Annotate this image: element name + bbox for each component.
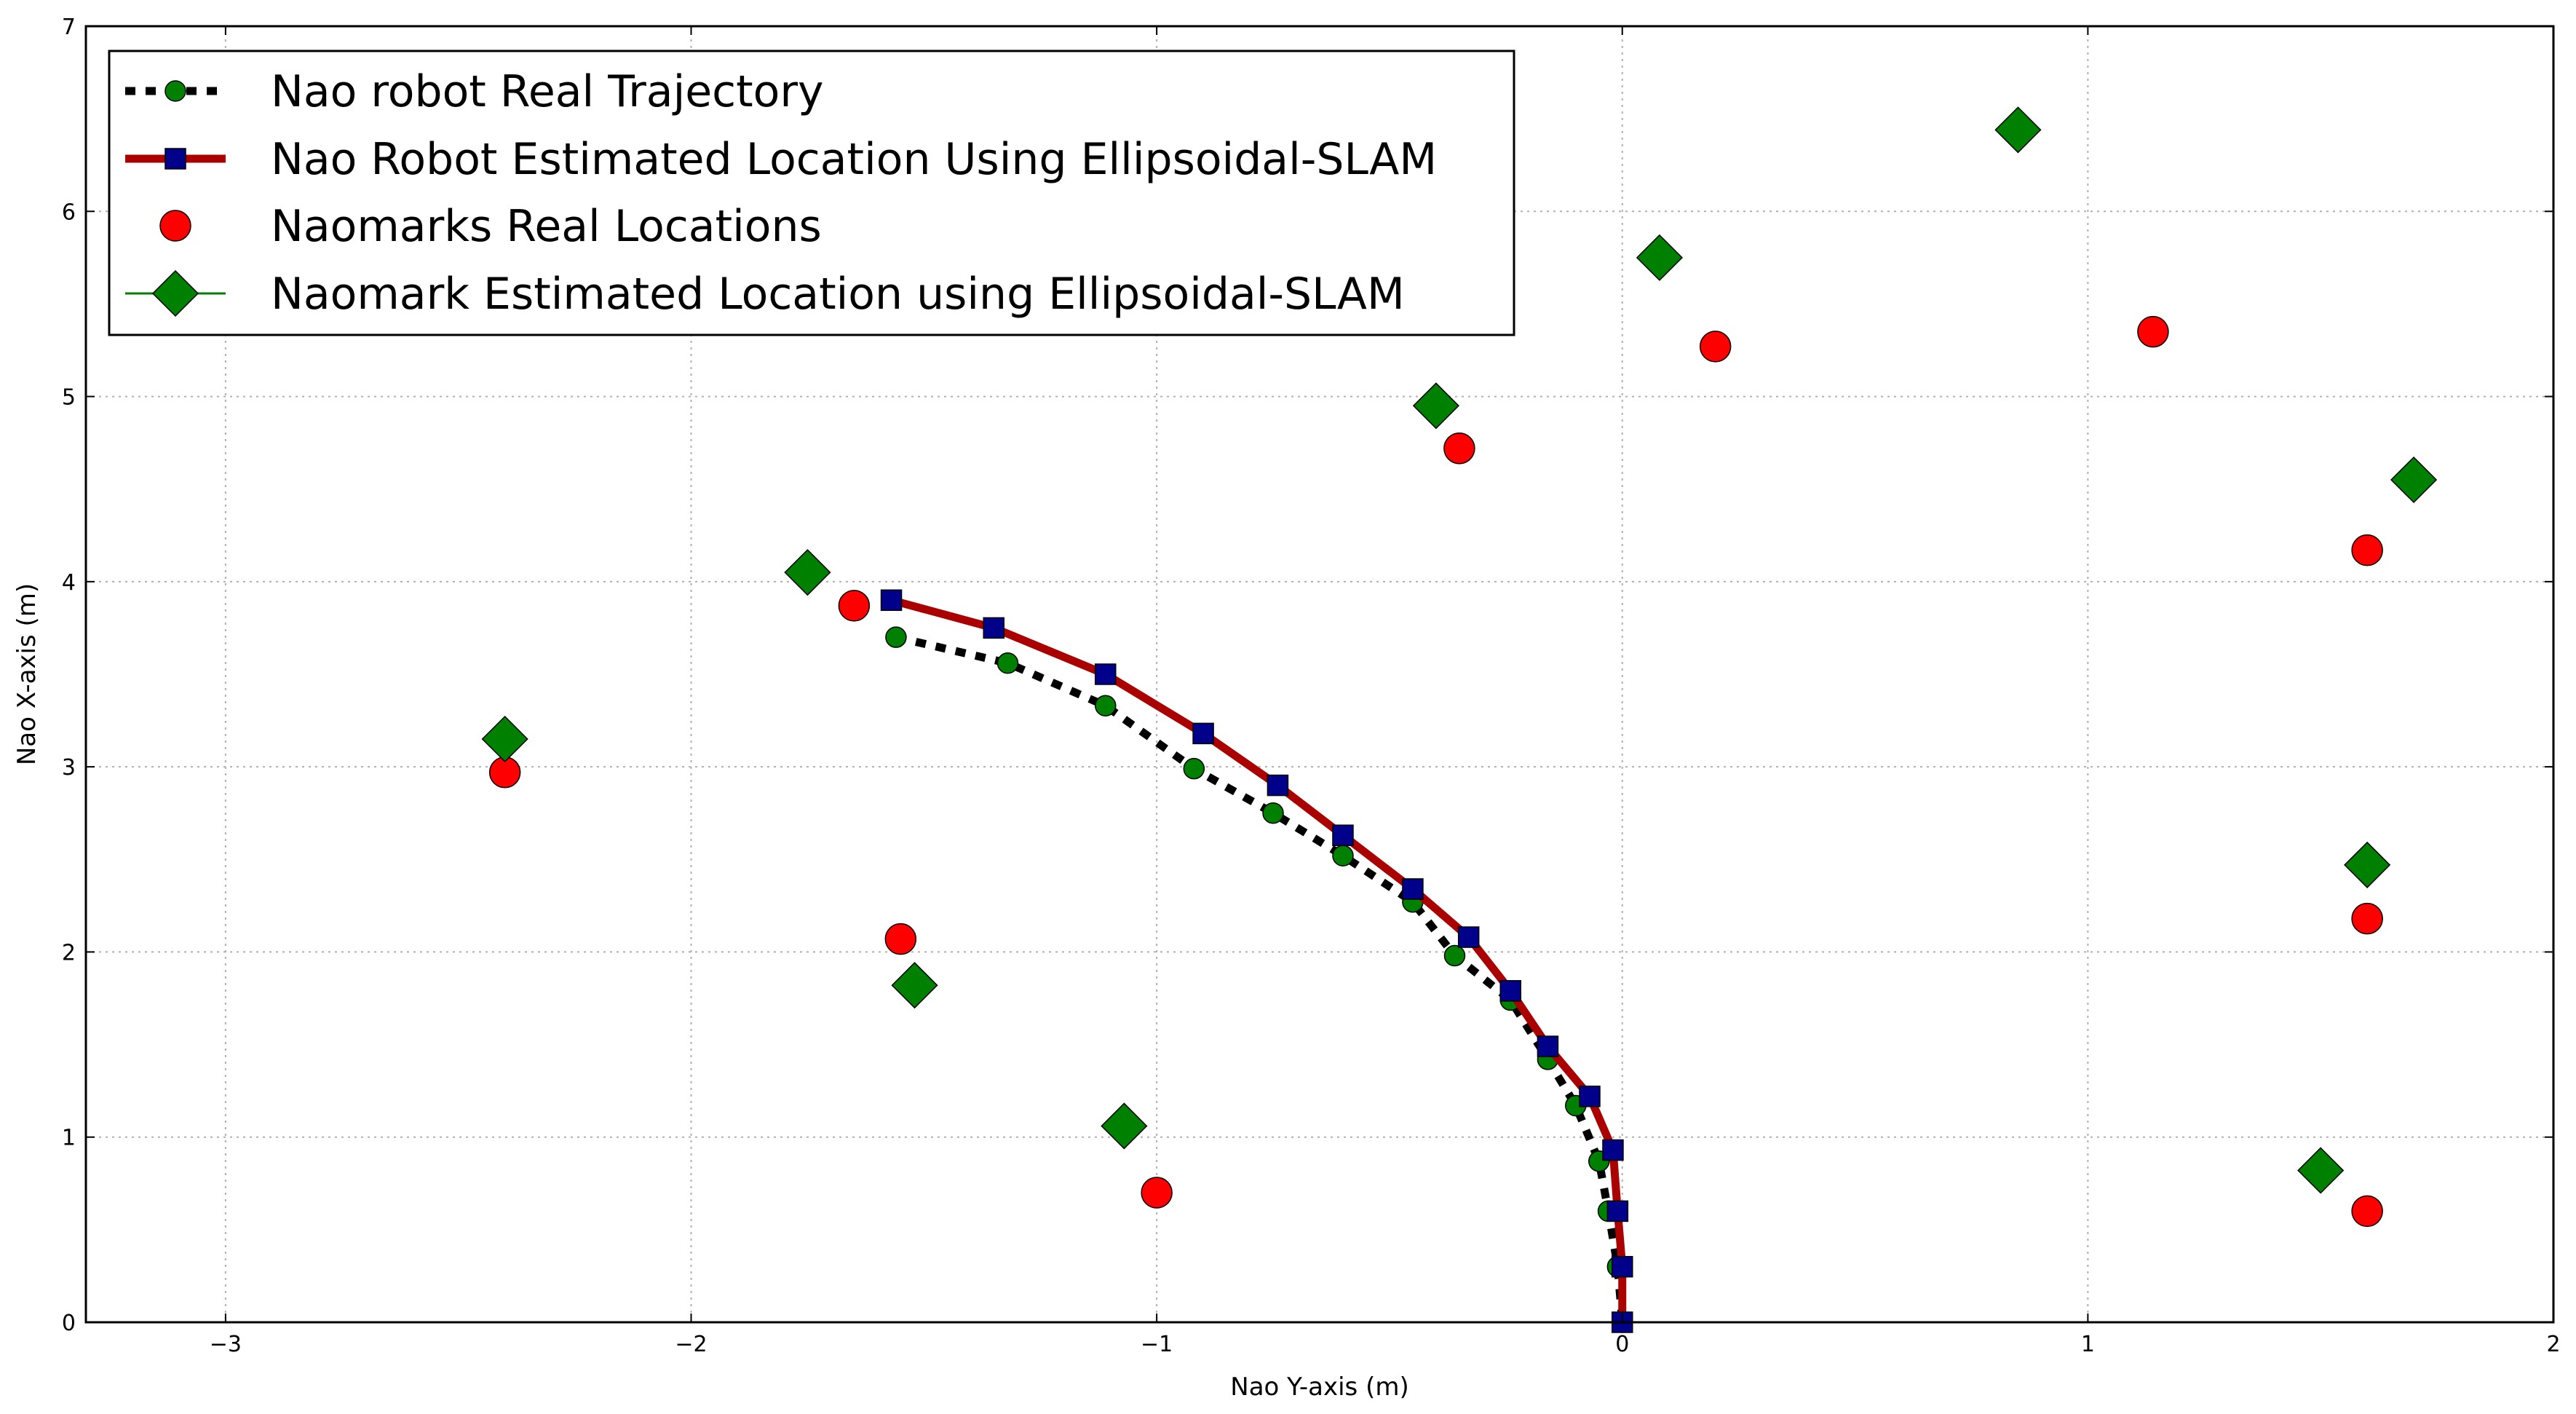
naomark-estimated-point xyxy=(1101,1102,1148,1150)
real-trajectory-point xyxy=(1095,695,1117,716)
naomark-real-point xyxy=(838,590,871,622)
legend-marker-real-trajectory xyxy=(165,80,186,102)
naomark-real-point xyxy=(2137,315,2169,348)
real-trajectory-point xyxy=(1183,757,1205,780)
naomark-estimated-point xyxy=(891,962,938,1009)
real-trajectory-point xyxy=(1332,845,1354,866)
estimated-trajectory-point xyxy=(1499,980,1521,1002)
legend-label: Naomarks Real Locations xyxy=(271,201,822,252)
naomark-real-point xyxy=(2351,902,2383,935)
estimated-trajectory-point xyxy=(1402,878,1424,900)
plot-frame xyxy=(84,25,2555,1324)
series-group-3 xyxy=(481,106,2438,1194)
legend-marker-estimated-trajectory xyxy=(165,148,186,170)
estimated-trajectory-point xyxy=(1612,1255,1633,1278)
y-tick-label: 3 xyxy=(62,755,76,781)
estimated-trajectory-point xyxy=(1579,1086,1601,1107)
real-trajectory-point xyxy=(996,652,1019,674)
naomark-estimated-point xyxy=(2297,1147,2345,1194)
y-tick-label: 2 xyxy=(62,940,76,965)
estimated-trajectory-point xyxy=(1095,663,1117,685)
estimated-trajectory-point xyxy=(880,589,903,612)
y-tick-label: 6 xyxy=(62,200,76,225)
real-trajectory-point xyxy=(1262,802,1284,824)
x-tick-label: 2 xyxy=(2546,1332,2560,1357)
legend-marker-naomark-real xyxy=(159,210,191,242)
estimated-trajectory-point xyxy=(983,617,1005,639)
legend-marker-naomark-estimated xyxy=(151,269,199,317)
naomark-real-point xyxy=(2351,534,2383,566)
legend-entry-0: Nao robot Real Trajectory xyxy=(125,66,824,117)
naomark-estimated-point xyxy=(1994,106,2042,154)
estimated-trajectory-point xyxy=(1267,774,1289,797)
x-tick-label: −3 xyxy=(210,1332,242,1357)
naomark-real-point xyxy=(1699,331,1732,363)
naomark-real-point xyxy=(2351,1195,2383,1228)
series-layer xyxy=(481,106,2438,1333)
naomark-real-point xyxy=(1141,1177,1173,1209)
estimated-trajectory-point xyxy=(1192,722,1214,745)
estimated-trajectory-point xyxy=(1602,1139,1624,1161)
x-tick-label: −2 xyxy=(675,1332,707,1357)
x-tick-label: 0 xyxy=(1615,1332,1629,1357)
legend-entry-2: Naomarks Real Locations xyxy=(159,201,822,252)
y-tick-label: 1 xyxy=(62,1126,76,1151)
real-trajectory-point xyxy=(885,626,907,648)
estimated-trajectory-point xyxy=(1537,1035,1559,1057)
estimated-trajectory-point xyxy=(1606,1200,1629,1223)
estimated-trajectory-point xyxy=(1332,824,1354,846)
x-tick-label: −1 xyxy=(1141,1332,1173,1357)
naomark-real-point xyxy=(884,923,917,955)
legend-box xyxy=(108,50,1515,336)
legend: Nao robot Real Trajectory Nao Robot Estim… xyxy=(108,50,1515,336)
naomark-estimated-point xyxy=(481,715,528,763)
estimated-trajectory-point xyxy=(1457,926,1480,948)
legend-entry-1: Nao Robot Estimated Location Using Ellip… xyxy=(125,134,1437,185)
x-tick-label: 1 xyxy=(2081,1332,2095,1357)
series-group-2 xyxy=(488,315,2383,1228)
y-tick-label: 4 xyxy=(62,570,76,596)
legend-entry-3: Naomark Estimated Location using Ellipso… xyxy=(125,269,1405,320)
legend-label: Nao Robot Estimated Location Using Ellip… xyxy=(271,134,1437,185)
real-trajectory-point xyxy=(1443,944,1466,967)
series-group-1 xyxy=(880,589,1633,1333)
y-tick-label: 0 xyxy=(62,1311,76,1336)
naomark-real-point xyxy=(1443,433,1475,465)
legend-label: Naomark Estimated Location using Ellipso… xyxy=(271,269,1405,320)
x-axis-label: Nao Y-axis (m) xyxy=(1230,1372,1408,1402)
y-tick-label: 7 xyxy=(62,15,76,40)
legend-label: Nao robot Real Trajectory xyxy=(271,66,824,117)
naomark-estimated-point xyxy=(2344,841,2391,888)
y-axis-label: Nao X-axis (m) xyxy=(12,583,41,765)
naomark-estimated-point xyxy=(2390,456,2438,504)
ticks-layer: −3 −2 −1 0 1 2 0 1 2 3 4 5 6 7 xyxy=(62,15,2561,1357)
naomark-estimated-point xyxy=(1636,234,1683,281)
naomark-estimated-point xyxy=(1412,382,1459,430)
y-tick-label: 5 xyxy=(62,385,76,411)
naomark-estimated-point xyxy=(784,549,831,596)
